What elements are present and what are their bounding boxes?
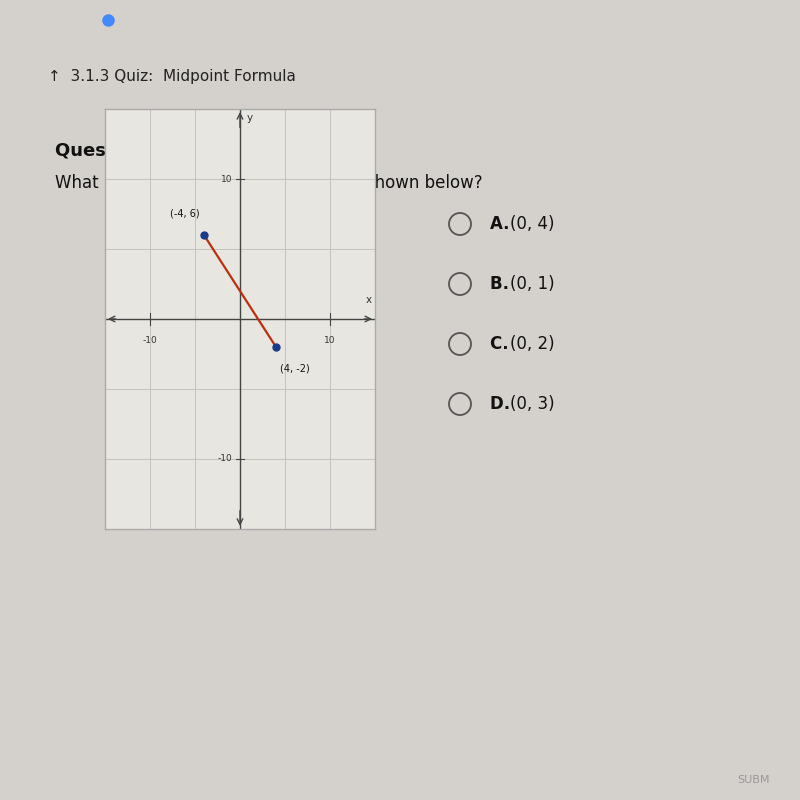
Text: (-4, 6): (-4, 6)	[170, 208, 199, 218]
Text: (4, -2): (4, -2)	[281, 364, 310, 374]
Text: A.: A.	[490, 215, 515, 233]
Text: SUBM: SUBM	[738, 775, 770, 785]
Text: 10: 10	[222, 174, 233, 184]
Text: What is the midpoint of the segment shown below?: What is the midpoint of the segment show…	[55, 174, 482, 192]
Text: x: x	[366, 295, 372, 305]
Text: (0, 2): (0, 2)	[510, 335, 554, 353]
Text: ↑  3.1.3 Quiz:  Midpoint Formula: ↑ 3.1.3 Quiz: Midpoint Formula	[48, 70, 296, 85]
Text: (0, 4): (0, 4)	[510, 215, 554, 233]
Text: 10: 10	[324, 336, 336, 345]
Text: D.: D.	[490, 395, 516, 413]
Text: y: y	[246, 114, 253, 123]
Text: Question 2 of 10: Question 2 of 10	[55, 142, 222, 160]
Text: -10: -10	[142, 336, 158, 345]
Text: B.: B.	[490, 275, 514, 293]
Text: (0, 3): (0, 3)	[510, 395, 554, 413]
Text: C.: C.	[490, 335, 514, 353]
Text: (0, 1): (0, 1)	[510, 275, 554, 293]
Text: -10: -10	[218, 454, 233, 463]
